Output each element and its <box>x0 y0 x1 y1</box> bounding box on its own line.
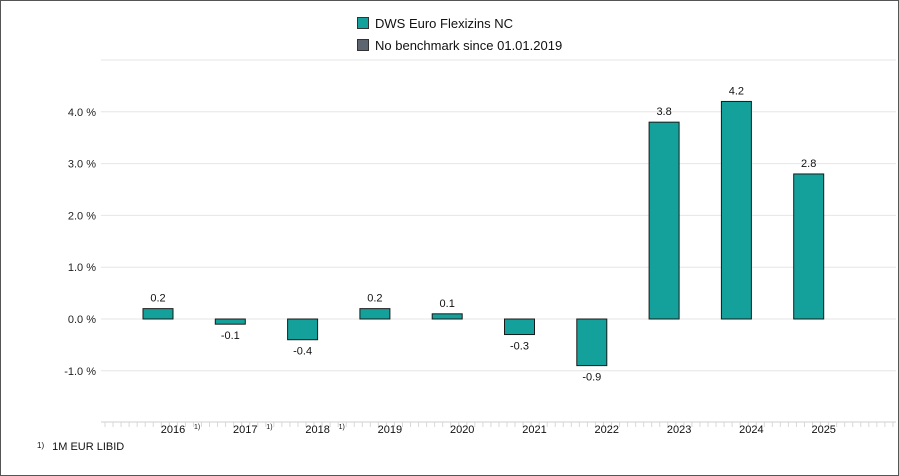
bar <box>431 313 463 320</box>
legend-item-fund: DWS Euro Flexizins NC <box>357 13 562 33</box>
x-tick-label: 2022 <box>595 424 619 436</box>
data-label: 2.8 <box>801 158 816 170</box>
x-tick-label: 2021 <box>522 424 546 436</box>
x-tick-label: 2020 <box>450 424 474 436</box>
legend-label-benchmark: No benchmark since 01.01.2019 <box>375 37 563 53</box>
data-label: -0.1 <box>221 330 240 342</box>
bar <box>504 318 535 336</box>
x-tick-label: 2018 <box>305 424 329 436</box>
x-tick-label: 2016 <box>161 424 185 436</box>
x-tick-label: 2017 <box>233 424 257 436</box>
legend-label-fund: DWS Euro Flexizins NC <box>375 15 513 31</box>
bar <box>287 318 319 341</box>
x-tick-marker: 1) <box>339 424 345 431</box>
bar <box>576 318 608 367</box>
bar <box>214 318 246 325</box>
bar <box>359 308 391 320</box>
y-tick-label: 0.0 % <box>68 314 96 326</box>
y-tick-label: 1.0 % <box>68 262 96 274</box>
x-tick-marker: 1) <box>194 424 200 431</box>
legend-item-benchmark: No benchmark since 01.01.2019 <box>357 35 562 55</box>
x-tick-label: 2023 <box>667 424 691 436</box>
x-tick-label: 2019 <box>378 424 402 436</box>
legend-swatch-fund <box>357 17 369 29</box>
data-label: -0.4 <box>293 346 312 358</box>
legend: DWS Euro Flexizins NC No benchmark since… <box>357 13 562 57</box>
bar <box>648 121 680 320</box>
data-label: 4.2 <box>729 85 744 97</box>
data-label: -0.3 <box>510 341 529 353</box>
bar <box>142 308 174 320</box>
bar <box>720 100 752 320</box>
footnote-marker: 1) <box>37 441 45 450</box>
y-tick-label: -1.0 % <box>64 366 96 378</box>
footnote-text: 1M EUR LIBID <box>52 441 125 453</box>
footnote: 1) 1M EUR LIBID <box>37 441 124 453</box>
y-tick-label: 2.0 % <box>68 210 96 222</box>
y-tick-label: 3.0 % <box>68 159 96 171</box>
y-tick-label: 4.0 % <box>68 107 96 119</box>
x-tick-label: 2024 <box>739 424 763 436</box>
data-label: -0.9 <box>582 372 601 384</box>
bar <box>793 173 825 320</box>
data-label: 0.2 <box>367 293 382 305</box>
data-label: 0.2 <box>150 293 165 305</box>
legend-swatch-benchmark <box>357 39 369 51</box>
x-tick-label: 2025 <box>811 424 835 436</box>
data-label: 3.8 <box>656 106 671 118</box>
x-tick-marker: 1) <box>266 424 272 431</box>
data-label: 0.1 <box>440 298 455 310</box>
